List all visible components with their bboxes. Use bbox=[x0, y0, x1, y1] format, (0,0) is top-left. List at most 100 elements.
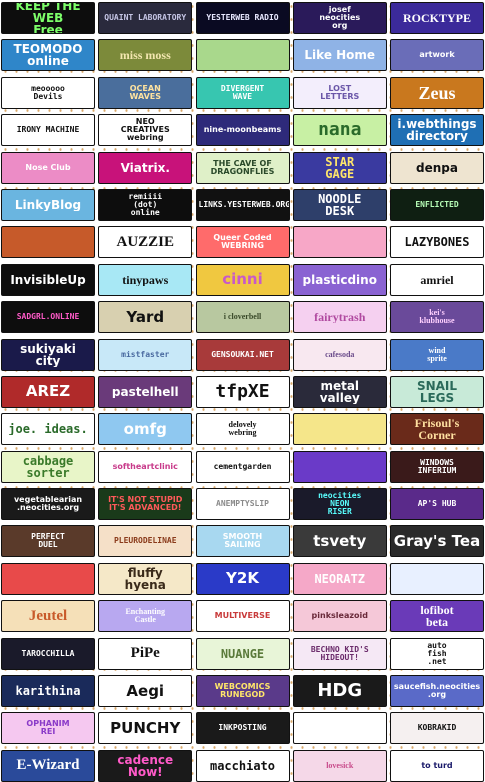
badge-button-its-not-stupid[interactable]: IT'S NOT STUPID IT'S ADVANCED! bbox=[98, 488, 193, 521]
badge-button-zeus[interactable]: Zeus bbox=[390, 76, 484, 109]
badge-button-karithina[interactable]: karithina bbox=[1, 675, 95, 708]
badge-button-noodle-desk[interactable]: NOODLE DESK bbox=[292, 188, 387, 221]
badge-button-enflicted[interactable]: ENFLICTED bbox=[390, 188, 484, 221]
badge-button-cinni[interactable]: cinni bbox=[195, 263, 290, 296]
badge-button-lost-letters[interactable]: LOST LETTERS bbox=[292, 76, 387, 109]
badge-button-kobrakid[interactable]: KOBRAKID bbox=[390, 712, 484, 745]
badge-button-softheartclinic[interactable]: softheartclinic bbox=[98, 450, 193, 483]
badge-button-webcomics-runegod[interactable]: WEBCOMICS RUNEGOD bbox=[195, 675, 290, 708]
badge-button-cadence-now[interactable]: cadence Now! bbox=[98, 749, 193, 782]
badge-button-yard[interactable]: Yard bbox=[98, 301, 193, 334]
badge-button-amriel[interactable]: amriel bbox=[390, 263, 484, 296]
badge-button-auzziie[interactable]: AUZZIE bbox=[98, 226, 193, 259]
badge-button-tarocchilla[interactable]: TAROCCHILLA bbox=[1, 637, 95, 670]
badge-button-star-gage[interactable]: STAR GAGE bbox=[292, 151, 387, 184]
badge-button-neorat[interactable]: NEORATZ bbox=[292, 562, 387, 595]
badge-button-gensoukai-net[interactable]: GENSOUKAI.NET bbox=[195, 338, 290, 371]
badge-button-saucefish-neocities[interactable]: saucefish.neocities .org bbox=[390, 675, 484, 708]
badge-button-frog-button[interactable] bbox=[195, 39, 290, 72]
badge-button-lazybones[interactable]: LAZYBONES bbox=[390, 226, 484, 259]
badge-button-tfpxe[interactable]: tfpXE bbox=[195, 375, 290, 408]
badge-button-enchanting-castle[interactable]: Enchanting Castle bbox=[98, 600, 193, 633]
badge-button-invisibleup[interactable]: InvisibleUp bbox=[1, 263, 95, 296]
badge-button-fluffy-hyena[interactable]: fluffy hyena bbox=[98, 562, 193, 595]
badge-button-artwork[interactable]: artwork bbox=[390, 39, 484, 72]
badge-button-metal-valley[interactable]: metal valley bbox=[292, 375, 387, 408]
badge-button-i-webthings-directory[interactable]: i.webthings directory bbox=[390, 114, 484, 147]
badge-button-wind-sprite[interactable]: wind sprite bbox=[390, 338, 484, 371]
badge-button-denpa[interactable]: denpa bbox=[390, 151, 484, 184]
badge-button-e-wizard[interactable]: E-Wizard bbox=[1, 749, 95, 782]
badge-button-nose-club[interactable]: Nose Club bbox=[1, 151, 95, 184]
badge-button-rainbow-stripes[interactable] bbox=[1, 562, 95, 595]
badge-button-linkyblog[interactable]: LinkyBlog bbox=[1, 188, 95, 221]
badge-button-autofish-net[interactable]: auto fish .net bbox=[390, 637, 484, 670]
badge-button-i-cloverbell[interactable]: i cloverbell bbox=[195, 301, 290, 334]
badge-button-miss-moss[interactable]: miss moss bbox=[98, 39, 193, 72]
badge-button-quaint-laboratory[interactable]: QUAINT LABORATORY bbox=[98, 2, 193, 34]
badge-button-neon-riser[interactable]: neocities NEON RISER bbox=[292, 488, 387, 521]
badge-button-teomodo-online[interactable]: TEOMODO online bbox=[1, 39, 95, 72]
badge-button-wavy-mountains[interactable] bbox=[1, 226, 95, 259]
badge-button-divergent-wave[interactable]: DIVERGENT WAVE bbox=[195, 76, 290, 109]
badge-button-viatrix[interactable]: Viatrix. bbox=[98, 151, 193, 184]
badge-button-perfect-duel[interactable]: PERFECT DUEL bbox=[1, 525, 95, 558]
badge-button-bechno-kids-hideout[interactable]: BECHNO KID'S HIDEOUT! bbox=[292, 637, 387, 670]
badge-button-fairytrash[interactable]: fairytrash bbox=[292, 301, 387, 334]
badge-button-tinypaws[interactable]: tinypaws bbox=[98, 263, 193, 296]
badge-button-remiiii-dot-online[interactable]: remiiii (dot) online bbox=[98, 188, 193, 221]
badge-button-pink-lights[interactable] bbox=[292, 226, 387, 259]
badge-button-pleurodelinae[interactable]: PLEURODELINAE bbox=[98, 525, 193, 558]
badge-button-yellow-wave[interactable] bbox=[292, 413, 387, 446]
badge-button-queer-coded-webring[interactable]: Queer Coded WEBRING bbox=[195, 226, 290, 259]
badge-button-nana[interactable]: nana bbox=[292, 114, 387, 147]
badge-button-multiverse[interactable]: MULTIVERSE bbox=[195, 600, 290, 633]
badge-button-meooooo-devils[interactable]: meooooo Devils bbox=[1, 76, 95, 109]
badge-button-delovely-webring[interactable]: delovely webring bbox=[195, 413, 290, 446]
badge-button-grays-tea[interactable]: Gray's Tea bbox=[390, 525, 484, 558]
badge-button-purple-grid[interactable] bbox=[292, 450, 387, 483]
badge-button-ophanim-rei[interactable]: OPHANIM REI bbox=[1, 712, 95, 745]
badge-button-cementgarden[interactable]: cementgarden bbox=[195, 450, 290, 483]
badge-button-nuange[interactable]: NUANGE bbox=[195, 637, 290, 670]
badge-button-sukiyaki-city[interactable]: sukiyaki city bbox=[1, 338, 95, 371]
badge-button-kei-klubhouse[interactable]: kei's klubhouse bbox=[390, 301, 484, 334]
badge-button-lofibot-beta[interactable]: lofibot beta bbox=[390, 600, 484, 633]
badge-button-arez[interactable]: AREZ bbox=[1, 375, 95, 408]
badge-button-pipe[interactable]: PiPe bbox=[98, 637, 193, 670]
badge-button-nine-moonbeams[interactable]: nine-moonbeams bbox=[195, 114, 290, 147]
badge-button-sadgrl-online[interactable]: SADGRL.ONLINE bbox=[1, 301, 95, 334]
badge-button-macchiato[interactable]: macchiato bbox=[195, 749, 290, 782]
badge-button-plasticdino[interactable]: plasticdino bbox=[292, 263, 387, 296]
badge-button-inkposting[interactable]: INKPOSTING bbox=[195, 712, 290, 745]
badge-button-cave-of-dragonflies[interactable]: THE CAVE OF DRAGONFLIES bbox=[195, 151, 290, 184]
badge-button-like-home[interactable]: Like Home bbox=[292, 39, 387, 72]
badge-button-tsvety[interactable]: tsvety bbox=[292, 525, 387, 558]
badge-button-smooth-sailing[interactable]: SMOOTH SAILING bbox=[195, 525, 290, 558]
badge-button-hdg[interactable]: HDG bbox=[292, 675, 387, 708]
badge-button-anemptyslip[interactable]: ANEMPTYSLIP bbox=[195, 488, 290, 521]
badge-button-lovesick-girl[interactable]: lovesick bbox=[292, 749, 387, 782]
badge-button-blue-sketch[interactable] bbox=[390, 562, 484, 595]
badge-button-cafesoda[interactable]: cafesoda bbox=[292, 338, 387, 371]
badge-button-irony-machine[interactable]: IRONY MACHINE bbox=[1, 114, 95, 147]
badge-button-aegi[interactable]: Aegi bbox=[98, 675, 193, 708]
badge-button-pastelhell[interactable]: pastelhell bbox=[98, 375, 193, 408]
badge-button-links-yesterweb[interactable]: LINKS.YESTERWEB.ORG bbox=[195, 188, 290, 221]
badge-button-snail-legs[interactable]: SNAIL LEGS bbox=[390, 375, 484, 408]
badge-button-cabbage-sorter[interactable]: cabbage sorter bbox=[1, 450, 95, 483]
badge-button-yesterweb-radio[interactable]: YESTERWEB RADIO bbox=[195, 2, 290, 34]
badge-button-aps-hub[interactable]: AP'S HUB bbox=[390, 488, 484, 521]
badge-button-to-turd[interactable]: to turd bbox=[390, 749, 484, 782]
badge-button-mistfaster[interactable]: mistfaster bbox=[98, 338, 193, 371]
badge-button-keep-the-web-free[interactable]: KEEP THE WEB Free bbox=[1, 2, 95, 34]
badge-button-rocktype[interactable]: ROCKTYPE bbox=[390, 2, 484, 34]
badge-button-frisouls-corner[interactable]: Frisoul's Corner bbox=[390, 413, 484, 446]
badge-button-ocean-waves[interactable]: OCEAN WAVES bbox=[98, 76, 193, 109]
badge-button-josef-neocities[interactable]: josef neocities org bbox=[292, 2, 387, 34]
badge-button-pinksleazoid[interactable]: pinksleazoid bbox=[292, 600, 387, 633]
badge-button-punchy[interactable]: PUNCHY bbox=[98, 712, 193, 745]
badge-button-jeutel[interactable]: Jeutel bbox=[1, 600, 95, 633]
badge-button-vegetablearian[interactable]: vegetablearian .neocities.org bbox=[1, 488, 95, 521]
badge-button-neo-creatives-webring[interactable]: NEO CREATIVES webring bbox=[98, 114, 193, 147]
